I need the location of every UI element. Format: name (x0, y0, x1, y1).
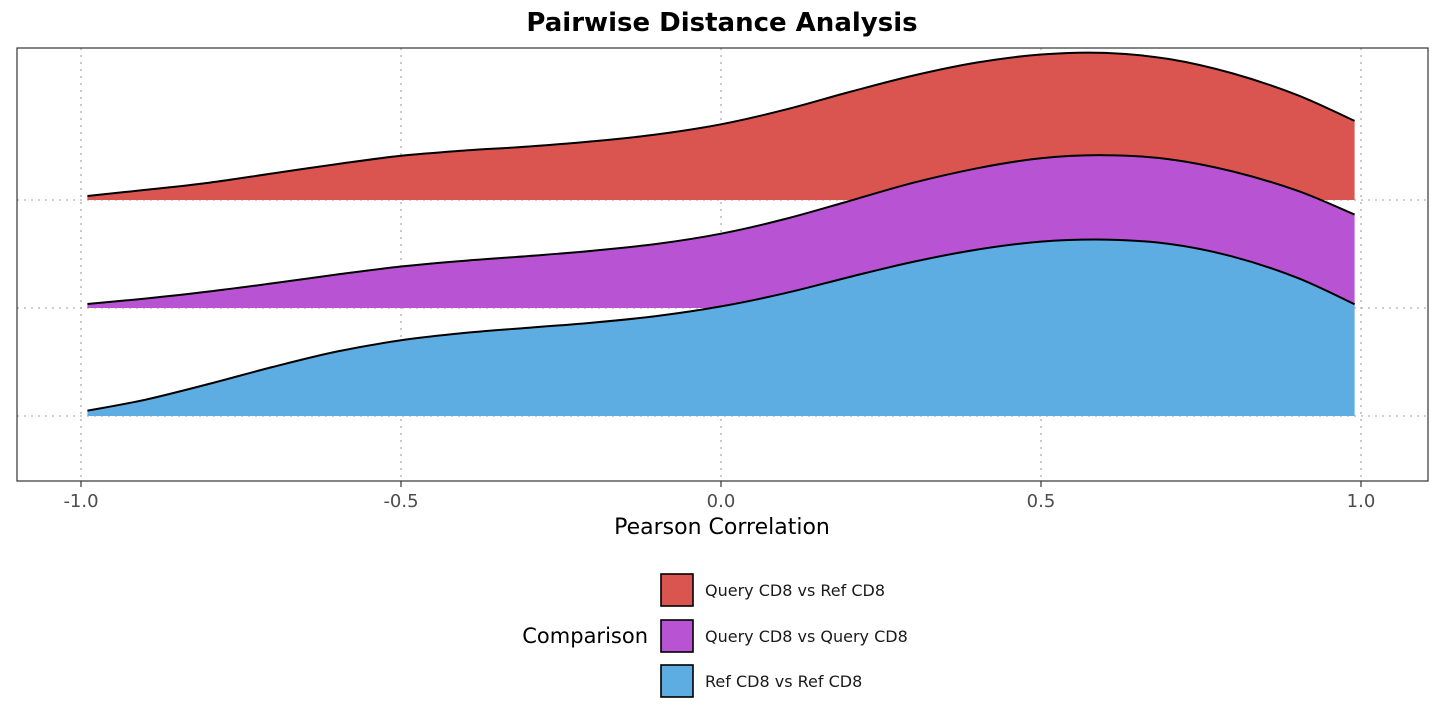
ridge-layer (87, 51, 1356, 416)
legend-label-3: Ref CD8 vs Ref CD8 (705, 672, 862, 691)
chart-title: Pairwise Distance Analysis (526, 8, 917, 38)
x-tick-label: 1.0 (1347, 491, 1376, 512)
x-tick-label: 0.0 (707, 491, 736, 512)
legend-label-1: Query CD8 vs Ref CD8 (705, 581, 885, 600)
x-axis-label: Pearson Correlation (614, 515, 830, 540)
x-tick-label: 0.5 (1027, 491, 1056, 512)
legend-swatch-3 (660, 664, 694, 698)
legend-title: Comparison (522, 624, 648, 648)
legend-swatch-2 (660, 619, 694, 653)
ridge-outline-1 (87, 51, 1356, 197)
x-tick-label: -1.0 (63, 491, 98, 512)
x-axis: -1.0 -0.5 0.0 0.5 1.0 (63, 481, 1375, 512)
legend: Comparison Query CD8 vs Ref CD8 Query CD8… (522, 573, 908, 698)
legend-swatch-1 (660, 573, 694, 607)
ridge-outline-3 (87, 238, 1356, 412)
legend-label-2: Query CD8 vs Query CD8 (705, 627, 908, 646)
ridge-outline-2 (87, 154, 1355, 305)
plot-panel-border (16, 47, 1429, 482)
ridge-area-3 (87, 239, 1355, 416)
x-tick-label: -0.5 (383, 491, 418, 512)
